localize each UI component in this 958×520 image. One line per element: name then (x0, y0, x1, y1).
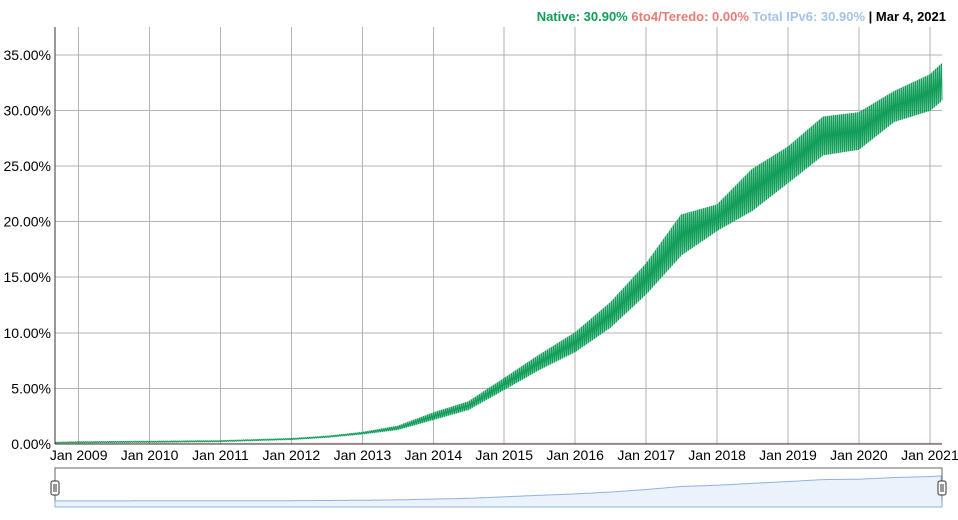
navigator-area (54, 475, 943, 508)
x-tick-label: Jan 2011 (192, 447, 249, 463)
x-tick-label: Jan 2017 (617, 447, 675, 463)
y-tick-label: 0.00% (11, 436, 51, 452)
x-tick-label: Jan 2010 (121, 447, 179, 463)
y-tick-label: 10.00% (4, 325, 51, 341)
y-tick-label: 30.00% (4, 102, 51, 118)
y-tick-label: 25.00% (4, 158, 51, 174)
x-tick-label: Jan 2009 (50, 447, 108, 463)
legend-native: Native: 30.90% (536, 9, 628, 24)
x-tick-label: Jan 2018 (688, 447, 746, 463)
series-layer (55, 63, 943, 444)
navigator-left-handle[interactable] (50, 480, 60, 496)
axis-layer: 0.00% 5.00% 10.00% 15.00% 20.00% 25.00% 30.00%… (4, 27, 958, 463)
x-tick-label: Jan 2020 (830, 447, 888, 463)
x-tick-label: Jan 2019 (759, 447, 817, 463)
y-tick-label: 35.00% (4, 47, 51, 63)
chart-legend: Native: 30.90% 6to4/Teredo: 0.00% Total … (537, 9, 946, 24)
y-tick-label: 20.00% (4, 214, 51, 230)
x-tick-label: Jan 2014 (405, 447, 463, 463)
legend-teredo: 6to4/Teredo: 0.00% (631, 9, 749, 24)
x-tick-label: Jan 2015 (475, 447, 533, 463)
x-tick-label: Jan 2012 (263, 447, 321, 463)
y-tick-label: 5.00% (11, 380, 51, 396)
grid-lines (55, 27, 942, 445)
x-tick-label: Jan 2021 (901, 447, 958, 463)
x-tick-label: Jan 2013 (334, 447, 392, 463)
legend-date: | Mar 4, 2021 (868, 9, 946, 24)
navigator-right-handle[interactable] (937, 480, 947, 496)
legend-total: Total IPv6: 30.90% (752, 9, 866, 24)
y-tick-label: 15.00% (4, 269, 51, 285)
series-native (55, 63, 943, 444)
x-tick-label: Jan 2016 (546, 447, 604, 463)
range-navigator[interactable] (50, 467, 947, 508)
